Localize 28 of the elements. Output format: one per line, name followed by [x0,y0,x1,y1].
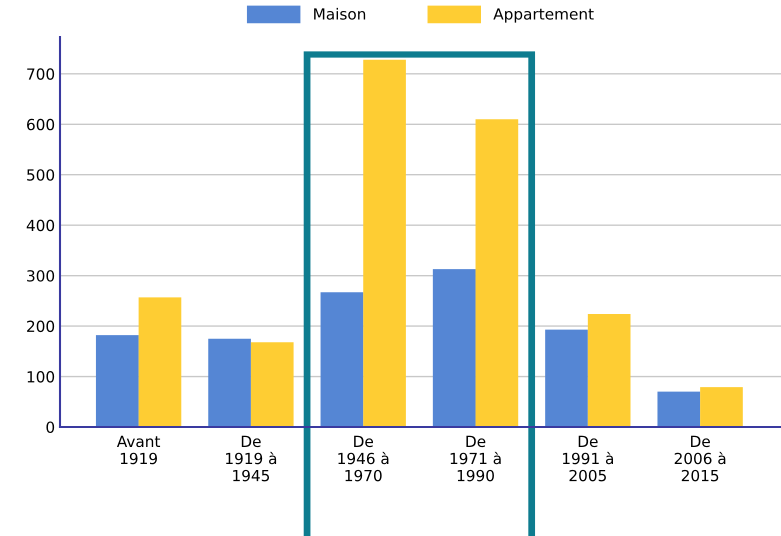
bar [96,335,139,427]
bar [250,342,294,427]
x-tick-label: De 1946 à 1970 [338,436,388,482]
bar [588,314,631,427]
y-tick-label: 300 [27,270,54,282]
y-tick-label: 500 [27,169,54,181]
bar [476,119,518,427]
y-tick-label: 600 [27,118,54,130]
y-tick-label: 400 [26,220,54,232]
x-tick-label: Avant 1919 [116,436,160,464]
bar [208,338,251,427]
y-tick-label: 100 [28,371,54,383]
legend-label: Appartement [493,8,594,23]
bar [700,387,743,427]
bar [320,292,364,427]
bar [432,269,476,427]
x-tick-label: De 2006 à 2015 [674,436,726,482]
y-tick-label: 700 [27,68,54,80]
bar [657,392,700,427]
bar [545,330,588,427]
bar [138,297,182,427]
x-tick-label: De 1971 à 1990 [450,436,501,482]
legend-label: Maison [314,8,366,20]
x-tick-label: De 1991 à 2005 [562,436,613,482]
bar [363,60,406,427]
x-tick-label: De 1919 à 1945 [226,436,276,482]
y-tick-label: 200 [27,320,54,332]
y-tick-label: 0 [46,421,54,434]
